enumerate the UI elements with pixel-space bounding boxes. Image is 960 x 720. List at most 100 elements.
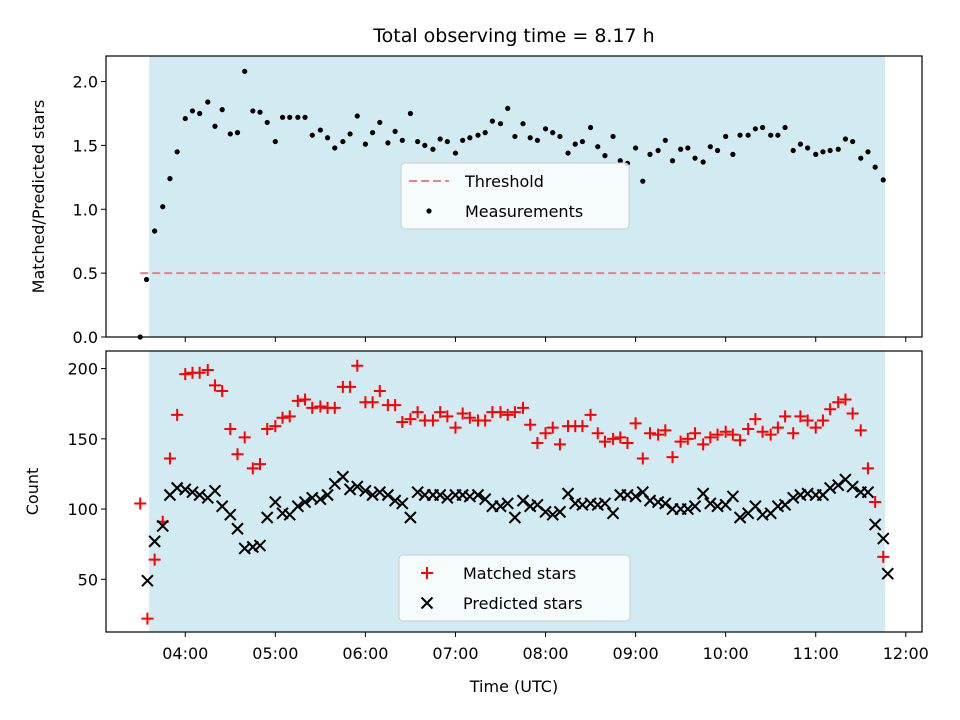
data-point <box>227 131 233 137</box>
data-point <box>343 483 357 496</box>
data-point <box>539 505 552 519</box>
series-measurements <box>137 68 886 340</box>
data-point <box>508 406 521 419</box>
data-point <box>659 424 672 437</box>
data-point <box>542 126 549 132</box>
y-tick-label: 1.5 <box>73 136 98 155</box>
legend-swatch <box>421 567 433 579</box>
data-point <box>733 511 747 524</box>
x-tick-label: 11:00 <box>793 644 839 663</box>
data-point <box>141 612 154 625</box>
legend-label: Measurements <box>465 202 583 221</box>
data-point <box>328 401 341 414</box>
data-point <box>302 114 308 120</box>
data-point <box>655 147 661 154</box>
data-point <box>678 146 684 152</box>
data-point <box>369 130 376 136</box>
data-point <box>617 158 623 164</box>
data-point <box>179 368 192 381</box>
data-point <box>437 136 443 142</box>
series-matched-stars <box>134 359 890 625</box>
data-point <box>854 424 867 437</box>
data-point <box>254 458 267 471</box>
data-point <box>861 485 875 499</box>
data-point <box>550 130 556 136</box>
data-point <box>295 114 301 120</box>
data-point <box>253 539 267 552</box>
x-tick-label: 05:00 <box>252 644 298 663</box>
data-point <box>534 137 541 143</box>
y-tick-label: 150 <box>67 430 98 449</box>
data-point <box>193 488 206 502</box>
data-point <box>553 438 566 451</box>
axes-frame <box>105 55 923 338</box>
legend-label: Matched stars <box>463 564 576 583</box>
y-tick-label: 2.0 <box>73 73 98 92</box>
legend-label: Threshold <box>464 172 544 191</box>
data-point <box>167 176 173 182</box>
data-point <box>359 484 372 498</box>
data-point <box>512 133 518 140</box>
data-point <box>561 487 575 500</box>
data-point <box>441 491 454 505</box>
legend: Matched stars Predicted stars <box>398 554 631 622</box>
data-point <box>553 505 567 519</box>
data-point <box>257 109 263 115</box>
data-point <box>865 149 871 155</box>
data-point <box>309 132 315 138</box>
data-point <box>152 228 158 234</box>
data-point <box>163 452 176 465</box>
data-point <box>775 132 781 138</box>
data-point <box>231 522 244 535</box>
legend-swatch <box>426 208 432 214</box>
data-point <box>752 126 758 132</box>
data-point <box>336 470 350 483</box>
data-point <box>291 394 304 407</box>
data-point <box>869 496 882 509</box>
data-point <box>640 178 646 184</box>
data-point <box>264 119 270 126</box>
data-point <box>441 410 454 423</box>
data-point <box>868 518 882 531</box>
data-point <box>584 408 597 421</box>
data-point <box>881 567 894 580</box>
data-point <box>422 142 428 149</box>
data-point <box>846 407 859 420</box>
data-point <box>816 414 829 427</box>
data-point <box>186 485 199 499</box>
data-point <box>269 420 282 433</box>
data-point <box>208 484 222 498</box>
data-point <box>726 428 739 441</box>
data-point <box>430 146 436 152</box>
data-point <box>644 427 656 440</box>
data-point <box>598 435 611 448</box>
data-point <box>813 151 819 157</box>
data-point <box>373 485 387 499</box>
data-point <box>688 500 702 513</box>
data-point <box>614 431 627 444</box>
data-point <box>877 550 890 563</box>
axes-frame <box>105 350 923 633</box>
data-point <box>381 488 395 502</box>
data-point <box>517 401 530 414</box>
data-point <box>197 110 203 117</box>
data-point <box>287 114 293 120</box>
data-point <box>389 399 402 412</box>
data-point <box>261 422 274 435</box>
data-point <box>745 132 751 138</box>
data-point <box>527 135 533 141</box>
data-point <box>489 118 495 124</box>
data-point <box>779 410 792 423</box>
data-point <box>587 124 594 131</box>
data-point <box>572 141 578 147</box>
data-point <box>714 147 721 154</box>
data-point <box>444 138 450 145</box>
x-tick-label: 10:00 <box>703 644 749 663</box>
data-point <box>366 396 379 409</box>
data-point <box>467 135 473 141</box>
data-point <box>700 159 706 165</box>
x-tick-label: 06:00 <box>342 644 388 663</box>
data-point <box>823 481 837 495</box>
data-point <box>820 149 826 155</box>
data-point <box>238 431 251 444</box>
